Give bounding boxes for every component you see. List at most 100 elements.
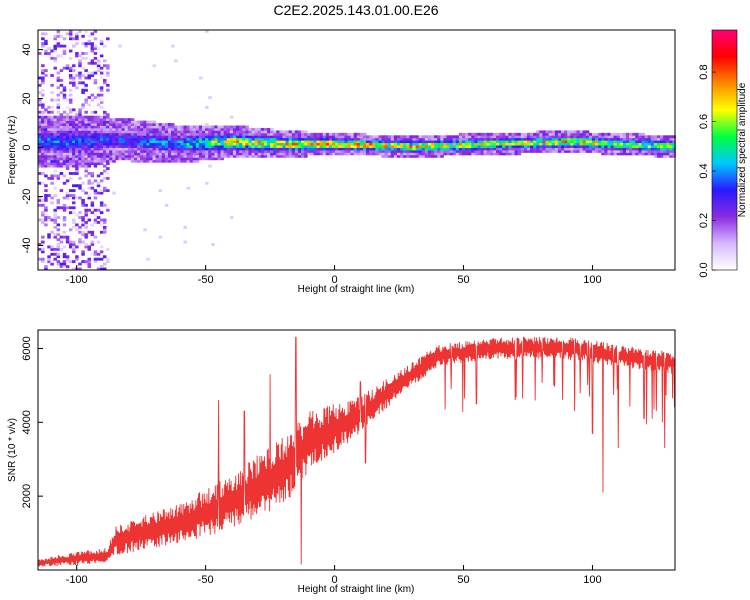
spectrogram-cell [87,142,92,146]
spectrogram-cell [276,150,280,153]
spectrogram-cell [650,140,655,144]
spectrogram-cell [140,159,144,163]
spectrogram-cell [669,150,673,153]
spectrogram-cell [106,140,110,144]
spectrogram-cell [158,127,163,131]
spectrogram-cell [167,137,172,141]
spectrogram-cell [304,154,308,158]
spectrogram-cell [554,145,559,148]
spectrogram-cell [149,130,153,134]
spectrogram-cell [496,152,500,156]
spectrogram-cell [149,120,153,124]
spectrogram-cell [301,137,305,141]
spectrogram-cell [582,145,587,148]
spectrogram-cell [263,135,268,139]
spectrogram-cell [548,140,553,144]
spectrogram-cell [84,150,88,153]
spectrogram-cell [195,127,200,131]
spectrogram-cell [78,225,82,229]
spectrogram-cell [106,66,110,70]
spectrogram-y-label: Frequency (Hz) [7,116,18,185]
y-tick-label: 6000 [21,336,33,360]
spectrogram-cell [458,137,463,141]
spectrogram-cell [539,132,543,136]
snr-frame [37,329,676,571]
spectrogram-cell [146,147,150,151]
spectrogram-cell [226,142,231,146]
spectrogram-cell [167,140,172,144]
spectrogram-cell [53,174,57,178]
spectrogram-cell [109,140,113,144]
spectrogram-cell [223,152,228,156]
spectrogram-cell [130,125,135,129]
spectrogram-cell [461,142,466,146]
spectrogram-cell [446,145,450,148]
spectrogram-cell [90,127,95,131]
spectrogram-cell [254,135,259,139]
spectrogram-cell [130,147,135,151]
spectrogram-cell [332,145,336,148]
spectrogram-cell [359,145,364,148]
spectrogram-cell [523,142,528,146]
spectrogram-cell [644,145,649,148]
spectrogram-cell [68,93,73,97]
spectrogram-cell [102,59,107,63]
spectrogram-cell [90,132,95,136]
spectrogram-cell [53,127,57,131]
spectrogram-cell [412,152,416,156]
spectrogram-cell [449,152,454,156]
spectrogram-cell [68,145,73,148]
spectrogram-cell [59,262,64,266]
spectrogram-cell [297,135,302,139]
spectrogram-cell [353,135,358,139]
spectrogram-cell [598,145,602,148]
spectrogram-cell [267,147,271,151]
spectrogram-cell [65,132,70,136]
spectrogram-cell [573,140,577,144]
spectrogram-cell [78,162,82,166]
spectrogram-cell [72,250,76,254]
spectrogram-cell [607,132,611,136]
spectrogram-cell [248,132,252,136]
spectrogram-cell [99,142,104,146]
spectrogram-cell [50,174,54,178]
spectrogram-cell [325,142,330,146]
spectrogram-cell [115,127,119,131]
spectrogram-cell [486,142,491,146]
spectrogram-cell [294,137,299,141]
spectrogram-cell [41,88,45,92]
spectrogram-cell [62,174,67,178]
spectrogram-cell [480,147,485,151]
spectrogram-cell [502,142,506,146]
spectrogram-cell [47,123,51,126]
spectrogram-cell [130,145,135,148]
spectrogram-cell [332,140,336,144]
spectrogram-cell [242,125,246,129]
spectrogram-cell [75,142,79,146]
spectrogram-cell [607,137,611,141]
spectrogram-cell [47,162,51,166]
spectrogram-cell [285,145,290,148]
spectrogram-cell [319,132,324,136]
spectrogram-cell [347,147,351,151]
spectrogram-cell [347,135,351,139]
spectrogram-cell [65,137,70,141]
spectrogram-cell [369,140,373,144]
spectrogram-cell [50,110,54,114]
spectrogram-cell [56,262,61,266]
spectrogram-cell [93,78,98,82]
y-tick-label: 2000 [21,484,33,508]
spectrogram-cell [62,125,67,129]
spectrogram-cell [604,145,608,148]
spectrogram-cell [353,152,358,156]
spectrogram-cell [406,137,410,141]
spectrogram-cell [647,152,652,156]
spectrogram-cell [514,137,519,141]
spectrogram-cell [591,132,596,136]
spectrogram-cell [254,152,259,156]
spectrogram-cell [62,147,67,151]
spectrogram-cell [152,120,156,124]
spectrogram-cell [561,130,565,134]
spectrogram-cell [75,118,79,122]
spectrogram-cell [53,135,57,139]
